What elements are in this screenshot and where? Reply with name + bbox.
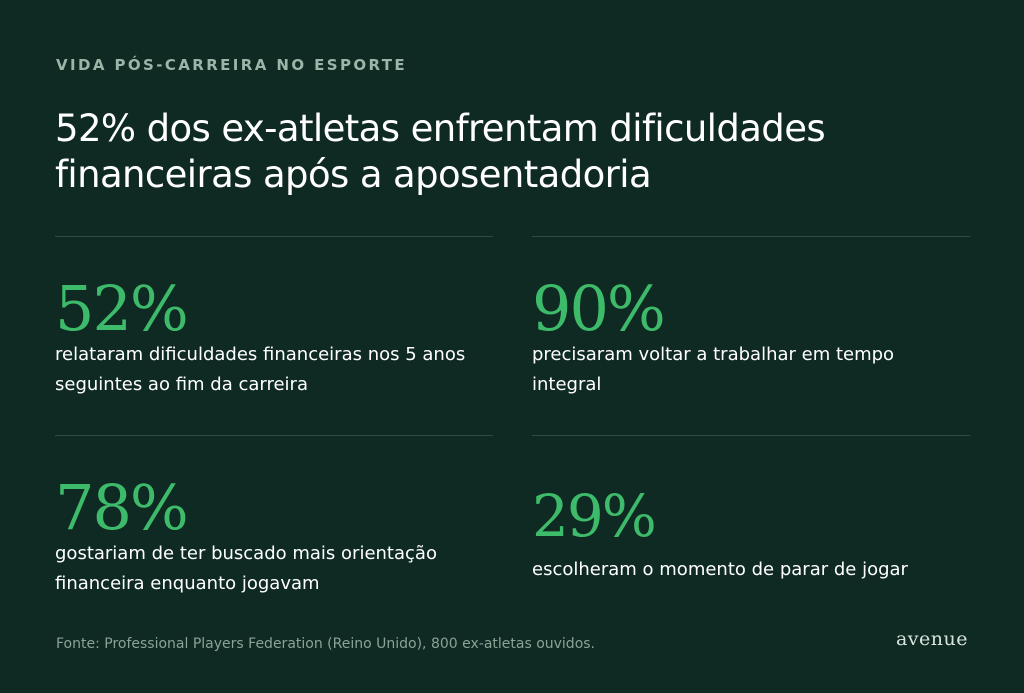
source-note: Fonte: Professional Players Federation (…: [56, 636, 596, 652]
divider: [55, 236, 493, 237]
stat-value: 78%: [55, 471, 189, 544]
divider: [55, 435, 493, 436]
divider: [532, 435, 970, 436]
brand-logo: avenue: [895, 628, 968, 650]
stat-description: gostariam de ter buscado mais orientação…: [55, 543, 437, 594]
stat-description: escolheram o momento de parar de jogar: [532, 559, 908, 580]
stat-value: 29%: [532, 482, 657, 550]
stat-value: 52%: [55, 272, 189, 345]
stat-card: 78% gostariam de ter buscado mais orient…: [55, 435, 493, 594]
stat-card: 52% relataram dificuldades financeiras n…: [55, 236, 493, 395]
stat-card: 90% precisaram voltar a trabalhar em tem…: [532, 236, 970, 395]
eyebrow-label: VIDA PÓS-CARREIRA NO ESPORTE: [56, 56, 408, 74]
stat-description: precisaram voltar a trabalhar em tempo i…: [532, 344, 895, 395]
stat-value: 90%: [532, 272, 666, 345]
divider: [532, 236, 970, 237]
stat-card: 29% escolheram o momento de parar de jog…: [532, 435, 970, 580]
headline: 52% dos ex-atletas enfrentam dificuldade…: [55, 107, 826, 196]
stat-description: relataram dificuldades financeiras nos 5…: [55, 344, 466, 395]
